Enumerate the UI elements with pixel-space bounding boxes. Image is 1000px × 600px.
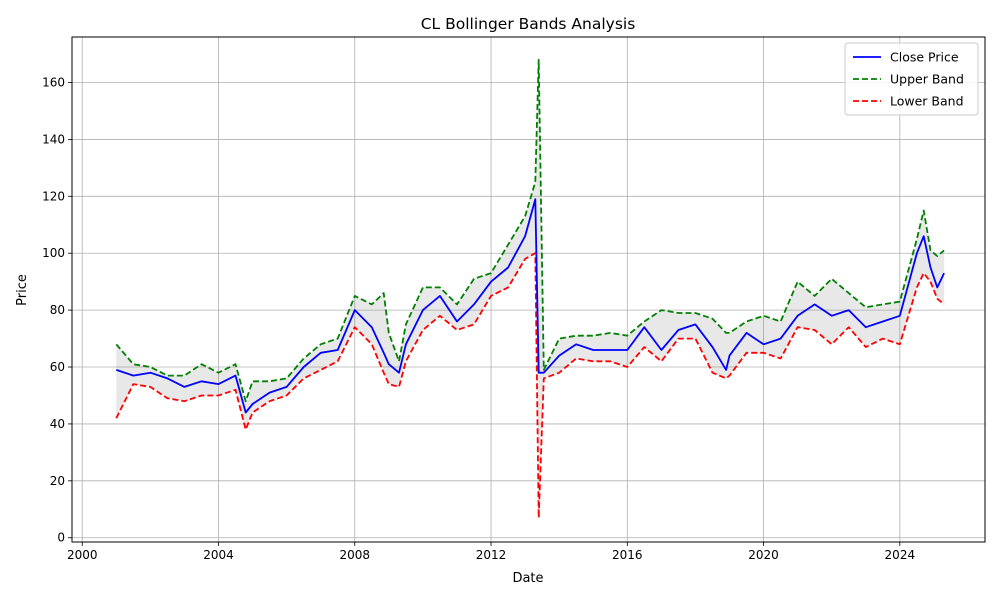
series-layer bbox=[115, 58, 945, 519]
upper-band-line bbox=[115, 58, 945, 403]
x-tick-label: 2012 bbox=[476, 548, 507, 562]
legend-label-close-price: Close Price bbox=[890, 50, 959, 65]
x-axis-ticks: 2000 2004 2008 2012 2016 2020 2024 bbox=[67, 542, 915, 562]
y-tick-label: 120 bbox=[42, 189, 65, 203]
y-tick-label: 160 bbox=[42, 76, 65, 90]
legend: Close Price Upper Band Lower Band bbox=[844, 42, 979, 116]
x-axis-label: Date bbox=[512, 571, 543, 586]
y-axis-ticks: 0 20 40 60 80 100 120 140 160 bbox=[42, 76, 72, 545]
grid bbox=[72, 37, 985, 542]
y-axis-label: Price bbox=[15, 274, 30, 306]
chart-title: CL Bollinger Bands Analysis bbox=[421, 15, 636, 33]
x-tick-label: 2020 bbox=[748, 548, 779, 562]
y-tick-label: 140 bbox=[42, 132, 65, 146]
y-tick-label: 100 bbox=[42, 246, 65, 260]
lower-band-line bbox=[115, 252, 945, 519]
x-tick-label: 2004 bbox=[203, 548, 234, 562]
x-tick-label: 2016 bbox=[612, 548, 643, 562]
plot-frame bbox=[71, 36, 986, 543]
y-tick-label: 0 bbox=[57, 531, 65, 545]
y-tick-label: 60 bbox=[50, 360, 65, 374]
legend-box bbox=[844, 42, 979, 116]
y-tick-label: 40 bbox=[50, 417, 65, 431]
x-tick-label: 2000 bbox=[67, 548, 98, 562]
legend-label-lower-band: Lower Band bbox=[890, 94, 964, 109]
x-tick-label: 2024 bbox=[885, 548, 916, 562]
y-tick-label: 80 bbox=[50, 303, 65, 317]
y-tick-label: 20 bbox=[50, 474, 65, 488]
legend-label-upper-band: Upper Band bbox=[890, 72, 964, 87]
x-tick-label: 2008 bbox=[339, 548, 370, 562]
close-price-line bbox=[116, 198, 945, 414]
